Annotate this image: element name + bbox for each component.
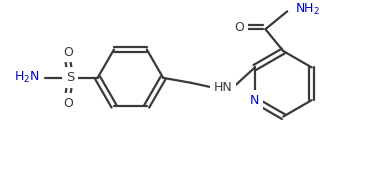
Text: N: N (250, 94, 259, 107)
Text: S: S (66, 71, 74, 84)
Text: O: O (63, 45, 73, 58)
Text: H$_2$N: H$_2$N (15, 70, 40, 85)
Text: NH$_2$: NH$_2$ (295, 2, 320, 17)
Text: O: O (235, 21, 244, 34)
Text: O: O (63, 97, 73, 110)
Text: HN: HN (213, 81, 232, 94)
